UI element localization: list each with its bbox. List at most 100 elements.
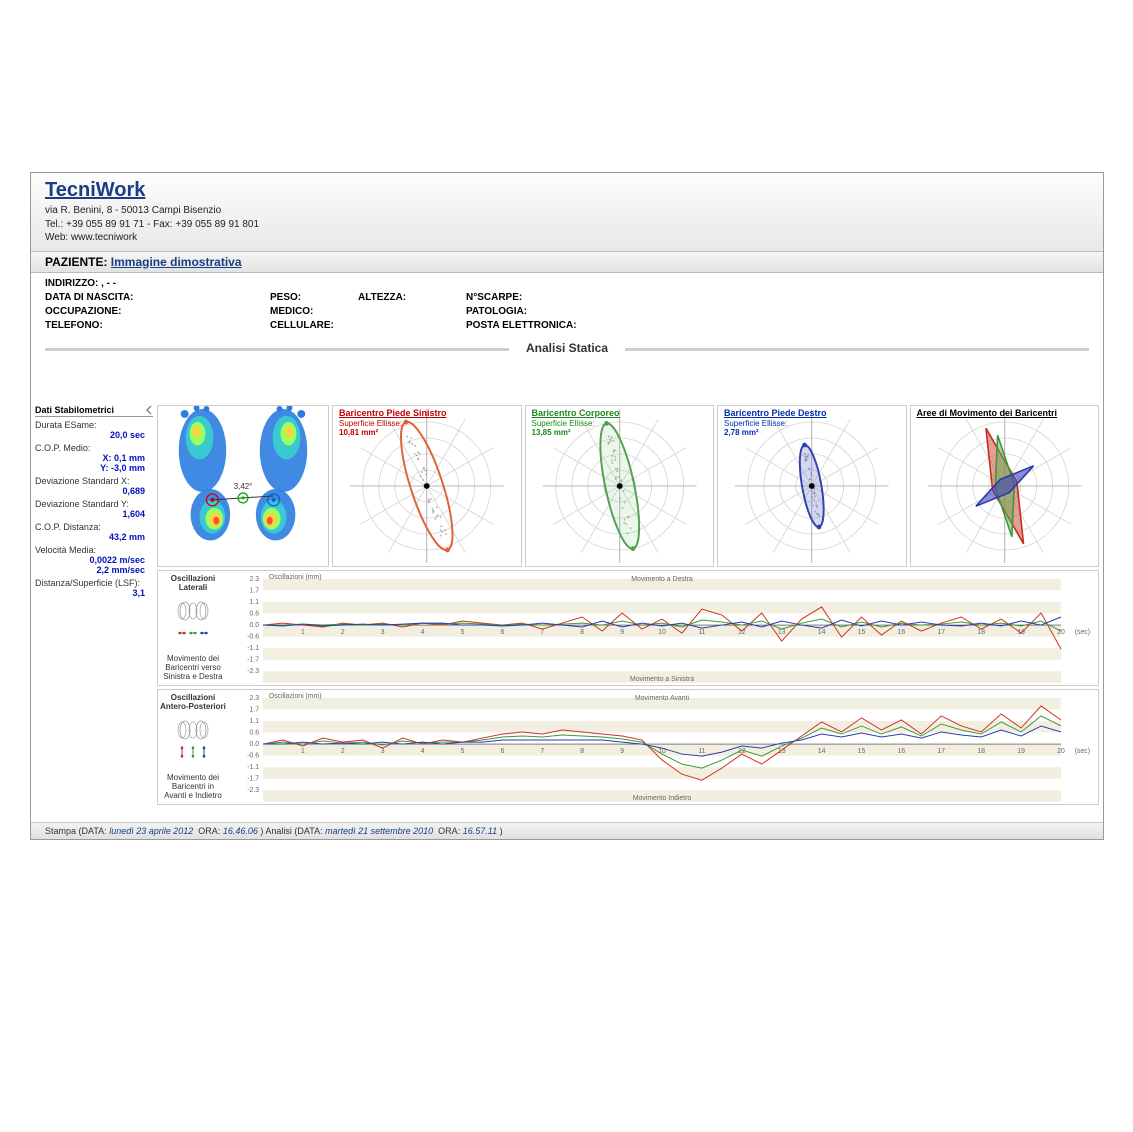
svg-text:Movimento a Sinistra: Movimento a Sinistra [630, 676, 694, 683]
svg-text:8: 8 [580, 628, 584, 635]
osc-title: Oscillazioni Laterali [160, 574, 226, 592]
svg-text:Movimento a Destra: Movimento a Destra [631, 575, 693, 582]
meta-value: , - - [101, 278, 116, 289]
panel-title: Aree di Movimento dei Baricentri [917, 408, 1058, 418]
sidebar-title-text: Dati Stabilometrici [35, 405, 114, 415]
svg-text:2: 2 [341, 747, 345, 754]
svg-text:12: 12 [738, 628, 746, 635]
line-chart-svg: 2.31.71.10.60.0-0.6-1.1-1.7-2.3123456789… [228, 571, 1098, 685]
stat-value: 0,0022 m/sec2,2 mm/sec [35, 555, 153, 575]
meta-label: POSTA ELETTRONICA: [466, 319, 666, 333]
sidebar-heading: Dati Stabilometrici [35, 405, 153, 417]
feet-pressure-panel: 3,42° [157, 405, 329, 567]
svg-text:11: 11 [698, 628, 705, 635]
footer-text: ORA: [438, 826, 460, 836]
svg-text:11: 11 [698, 747, 705, 754]
svg-text:16: 16 [898, 628, 906, 635]
svg-text:14: 14 [818, 747, 826, 754]
svg-text:20: 20 [1057, 747, 1065, 754]
sidebar-stats: Dati Stabilometrici Durata ESame:20,0 se… [31, 405, 157, 805]
footer-time: 16.57.11 [463, 826, 497, 836]
stat-value: 3,1 [35, 588, 153, 598]
footer-bar: Stampa (DATA: lunedì 23 aprile 2012 ORA:… [31, 822, 1103, 839]
panel-subtitle: Superficie Ellisse:10,81 mm² [339, 419, 402, 437]
footer-text: Stampa (DATA: [45, 826, 107, 836]
svg-text:0.0: 0.0 [250, 622, 260, 629]
svg-text:Oscillazioni (mm): Oscillazioni (mm) [269, 692, 322, 699]
stat-value: 20,0 sec [35, 430, 153, 440]
svg-text:17: 17 [937, 628, 945, 635]
stat-label: C.O.P. Distanza: [35, 522, 153, 532]
svg-text:0.6: 0.6 [250, 610, 260, 617]
stat-label: Deviazione Standard Y: [35, 499, 153, 509]
svg-text:1.1: 1.1 [250, 598, 260, 605]
osc-chart-lateral: 2.31.71.10.60.0-0.6-1.1-1.7-2.3123456789… [228, 571, 1098, 685]
meta-label: PATOLOGIA: [466, 305, 666, 319]
svg-text:9: 9 [620, 747, 624, 754]
osc-title: Oscillazioni Antero-Posteriori [160, 693, 226, 711]
svg-text:3: 3 [381, 628, 385, 635]
svg-text:-1.7: -1.7 [247, 656, 259, 663]
svg-text:1: 1 [301, 628, 305, 635]
svg-text:-0.6: -0.6 [247, 633, 259, 640]
svg-text:4: 4 [421, 628, 425, 635]
polar-panel-right: Baricentro Piede DestroSuperficie Elliss… [717, 405, 907, 567]
svg-text:-1.1: -1.1 [247, 645, 259, 652]
meta-label: ALTEZZA: [358, 291, 466, 305]
patient-name: Immagine dimostrativa [111, 255, 242, 269]
stat-value: 0,689 [35, 486, 153, 496]
polar-panel-left: Baricentro Piede SinistroSuperficie Elli… [332, 405, 522, 567]
svg-text:13: 13 [778, 628, 786, 635]
footer-text: ) [500, 826, 503, 836]
svg-text:-2.3: -2.3 [247, 787, 259, 794]
address-line: via R. Benini, 8 - 50013 Campi Bisenzio [45, 204, 1089, 218]
osc-chart-ap: 2.31.71.10.60.0-0.6-1.1-1.7-2.3123456789… [228, 690, 1098, 804]
osc-legend: Oscillazioni Laterali Movimento dei Bari… [158, 571, 228, 685]
meta-label: DATA DI NASCITA: [45, 291, 270, 305]
report-document: TecniWork via R. Benini, 8 - 50013 Campi… [30, 172, 1104, 840]
footer-date: lunedì 23 aprile 2012 [109, 826, 193, 836]
svg-text:0.0: 0.0 [250, 741, 260, 748]
meta-label: MEDICO: [270, 305, 358, 319]
svg-text:2: 2 [341, 628, 345, 635]
svg-text:2.3: 2.3 [250, 694, 260, 701]
svg-text:17: 17 [937, 747, 945, 754]
svg-text:-2.3: -2.3 [247, 668, 259, 675]
oscillation-lateral: Oscillazioni Laterali Movimento dei Bari… [157, 570, 1099, 686]
svg-text:Movimento Indietro: Movimento Indietro [633, 795, 692, 802]
svg-text:(sec): (sec) [1075, 747, 1090, 754]
feet-pressure-svg: 3,42° [158, 406, 328, 566]
svg-text:-1.1: -1.1 [247, 764, 259, 771]
polar-panel-body: Baricentro CorporeoSuperficie Ellisse:13… [525, 405, 715, 567]
svg-text:(sec): (sec) [1075, 628, 1090, 635]
company-address: via R. Benini, 8 - 50013 Campi Bisenzio … [45, 204, 1089, 245]
svg-text:2.3: 2.3 [250, 575, 260, 582]
svg-text:1.1: 1.1 [250, 717, 260, 724]
panel-subtitle: Superficie Ellisse:13,85 mm² [532, 419, 595, 437]
osc-subtitle: Movimento dei Baricentri verso Sinistra … [160, 655, 226, 681]
stat-label: C.O.P. Medio: [35, 443, 153, 453]
footer-text: ORA: [198, 826, 220, 836]
line-chart-svg: 2.31.71.10.60.0-0.6-1.1-1.7-2.3123456789… [228, 690, 1098, 804]
svg-text:14: 14 [818, 628, 826, 635]
stat-value: 1,604 [35, 509, 153, 519]
chevron-left-icon[interactable] [145, 405, 153, 415]
feet-legend-icon [171, 718, 215, 766]
svg-text:0.6: 0.6 [250, 729, 260, 736]
svg-text:8: 8 [580, 747, 584, 754]
svg-text:4: 4 [421, 747, 425, 754]
osc-legend: Oscillazioni Antero-Posteriori Movimento… [158, 690, 228, 804]
footer-time: 16.46.06 [223, 826, 258, 836]
svg-text:5: 5 [461, 628, 465, 635]
top-panel-row: 3,42° Baricentro Piede SinistroSuperfici… [157, 405, 1099, 567]
panel-title: Baricentro Corporeo [532, 408, 620, 418]
meta-label: INDIRIZZO: [45, 278, 98, 289]
footer-date: martedì 21 settembre 2010 [325, 826, 433, 836]
feet-legend-icon [171, 599, 215, 647]
svg-text:15: 15 [858, 628, 866, 635]
svg-text:6: 6 [501, 628, 505, 635]
panels-area: 3,42° Baricentro Piede SinistroSuperfici… [157, 405, 1099, 805]
header: TecniWork via R. Benini, 8 - 50013 Campi… [31, 173, 1103, 252]
svg-text:7: 7 [540, 747, 544, 754]
company-name: TecniWork [45, 179, 1089, 202]
